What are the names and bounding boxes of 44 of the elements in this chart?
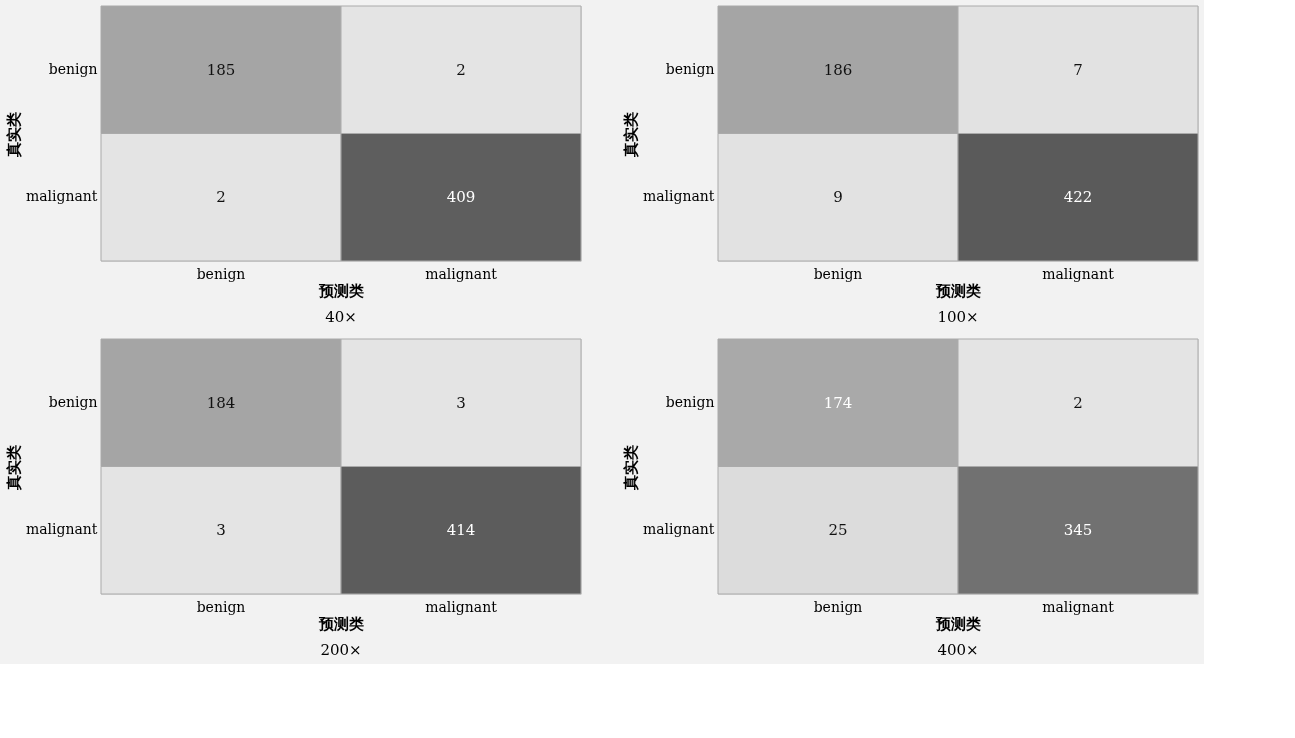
x-tick-label: benign	[813, 265, 863, 282]
data-label: 3	[216, 521, 226, 540]
y-tick-label: malignant	[25, 188, 98, 205]
y-axis-title: 真实类	[621, 111, 640, 158]
x-tick-label: malignant	[425, 598, 498, 615]
x-axis-title: 预测类	[935, 281, 981, 300]
data-label: 7	[1073, 60, 1083, 79]
data-label: 9	[833, 188, 843, 207]
x-tick-label: benign	[813, 598, 863, 615]
data-label: 409	[446, 188, 476, 207]
data-label: 2	[216, 188, 226, 207]
y-tick-label: malignant	[642, 188, 715, 205]
x-tick-label: benign	[196, 265, 246, 282]
x-tick-label: malignant	[1042, 265, 1115, 282]
y-tick-label: benign	[48, 60, 98, 77]
x-axis-title: 预测类	[318, 614, 364, 633]
y-tick-label: malignant	[642, 521, 715, 538]
y-axis-title: 真实类	[4, 111, 23, 158]
data-label: 184	[206, 393, 236, 412]
y-tick-label: benign	[665, 60, 715, 77]
data-label: 414	[446, 521, 476, 540]
x-axis-title: 预测类	[318, 281, 364, 300]
y-tick-label: benign	[665, 393, 715, 410]
y-axis-title: 真实类	[4, 444, 23, 491]
data-label: 186	[823, 60, 853, 79]
text: 400×	[937, 641, 979, 659]
data-label: 345	[1063, 521, 1093, 540]
data-label: 3	[456, 393, 466, 412]
text: 40×	[325, 308, 357, 326]
x-axis-title: 预测类	[935, 614, 981, 633]
text: 200×	[320, 641, 362, 659]
data-label: 174	[823, 393, 853, 412]
text: 100×	[937, 308, 979, 326]
data-label: 2	[1073, 393, 1083, 412]
y-tick-label: benign	[48, 393, 98, 410]
x-tick-label: benign	[196, 598, 246, 615]
data-label: 422	[1063, 188, 1093, 207]
data-label: 25	[828, 521, 848, 540]
y-axis-title: 真实类	[621, 444, 640, 491]
y-tick-label: malignant	[25, 521, 98, 538]
data-label: 2	[456, 60, 466, 79]
data-label: 185	[206, 60, 236, 79]
x-tick-label: malignant	[425, 265, 498, 282]
x-tick-label: malignant	[1042, 598, 1115, 615]
